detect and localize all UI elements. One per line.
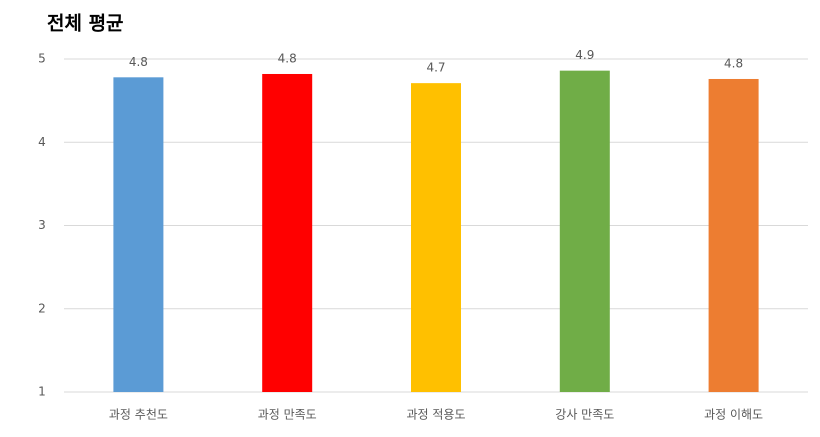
y-tick-label: 3 (38, 218, 46, 232)
bar (113, 77, 164, 392)
value-label: 4.9 (575, 48, 594, 62)
bar (411, 83, 461, 392)
y-tick-label: 1 (38, 385, 46, 399)
bar (708, 78, 759, 392)
value-label: 4.7 (426, 61, 445, 75)
x-tick-label: 과정 추천도 (109, 407, 168, 422)
value-label: 4.8 (129, 55, 148, 69)
bar (559, 70, 610, 392)
value-label: 4.8 (724, 56, 743, 70)
bar (262, 73, 313, 393)
x-tick-label: 과정 적용도 (406, 408, 465, 422)
x-tick-label: 강사 만족도 (555, 408, 614, 422)
x-tick-label: 과정 만족도 (258, 408, 317, 422)
value-label: 4.8 (278, 51, 297, 65)
y-tick-label: 5 (38, 52, 46, 66)
y-tick-label: 2 (38, 301, 46, 315)
y-tick-label: 4 (38, 135, 46, 149)
chart-title: 전체 평균 (47, 13, 124, 35)
x-tick-label: 과정 이해도 (704, 408, 763, 422)
